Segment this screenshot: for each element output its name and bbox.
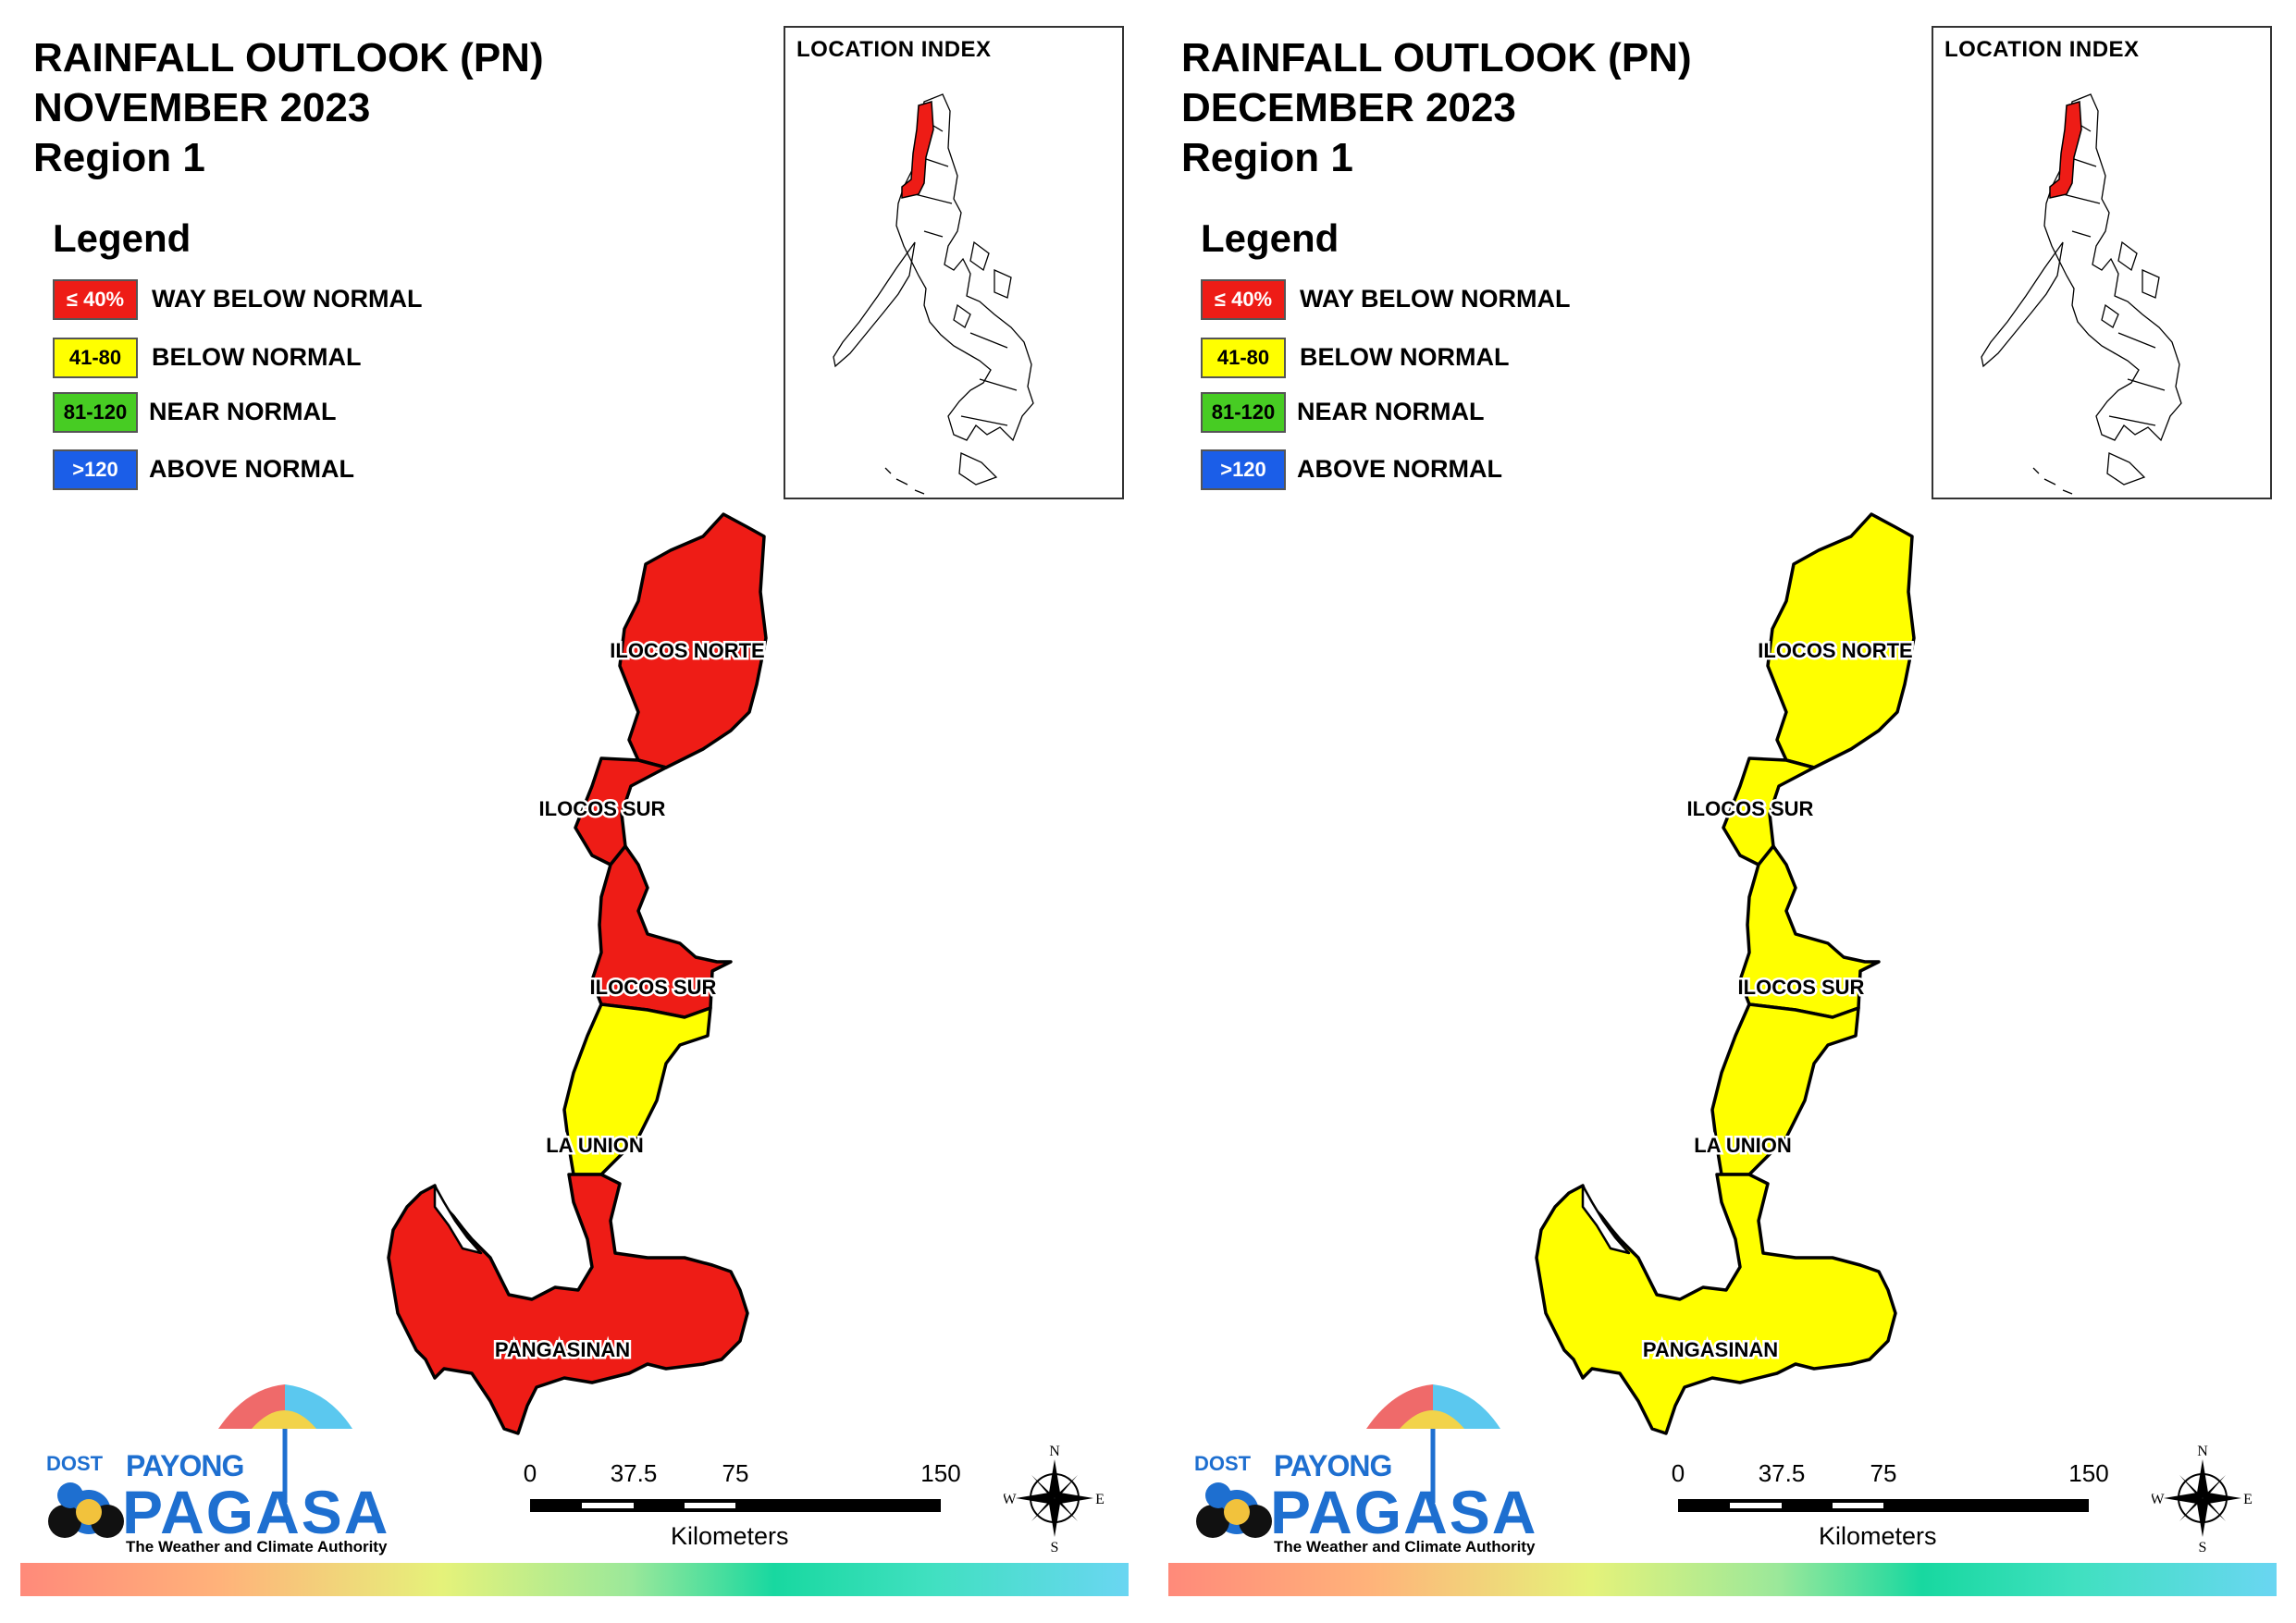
logo-payong-text: PAYONG	[1274, 1449, 1392, 1482]
north-arrow-compass: N S E W	[1002, 1443, 1105, 1555]
label-la-union: LA UNION	[1694, 1134, 1792, 1157]
logo-dost-text: DOST	[1194, 1452, 1252, 1475]
label-la-union: LA UNION	[546, 1134, 644, 1157]
umbrella-icon	[48, 1384, 352, 1538]
label-pangasinan: PANGASINAN	[495, 1338, 630, 1361]
philippines-locator-map	[1981, 93, 2182, 495]
compass-w: W	[1004, 1492, 1017, 1507]
label-ilocos-norte: ILOCOS NORTE	[1758, 639, 1912, 662]
compass-n: N	[2197, 1444, 2208, 1459]
label-ilocos-norte: ILOCOS NORTE	[610, 639, 764, 662]
scale-tick: 0	[1671, 1459, 1685, 1487]
title-line-1: RAINFALL OUTLOOK (PN)	[33, 35, 544, 80]
north-arrow-compass: N S E W	[2150, 1443, 2253, 1555]
logo-dost-text: DOST	[46, 1452, 104, 1475]
legend-label: WAY BELOW NORMAL	[152, 285, 423, 313]
legend-swatch: ≤ 40%	[1201, 279, 1286, 320]
legend-label: ABOVE NORMAL	[149, 455, 354, 483]
title-line-3: Region 1	[33, 135, 205, 180]
logo-tagline: The Weather and Climate Authority	[1274, 1538, 1536, 1555]
title-line-1: RAINFALL OUTLOOK (PN)	[1181, 35, 1692, 80]
legend-swatch: ≤ 40%	[53, 279, 138, 320]
legend-label: BELOW NORMAL	[152, 343, 362, 371]
label-ilocos-sur-south: ILOCOS SUR	[590, 976, 717, 999]
logo-pagasa-text: PAGASA	[1270, 1478, 1538, 1546]
philippines-locator-map	[833, 93, 1034, 495]
label-ilocos-sur-north: ILOCOS SUR	[539, 797, 666, 820]
scale-tick: 37.5	[1758, 1459, 1806, 1487]
scale-bar-graphic	[1678, 1499, 2089, 1512]
scale-bar-graphic	[530, 1499, 941, 1512]
outlook-panel-november: RAINFALL OUTLOOK (PN) NOVEMBER 2023 Regi…	[20, 26, 1129, 1596]
legend-label: ABOVE NORMAL	[1297, 455, 1502, 483]
scale-tick: 150	[920, 1459, 961, 1487]
logo-tagline: The Weather and Climate Authority	[126, 1538, 388, 1555]
location-index-title: LOCATION INDEX	[1944, 37, 2140, 62]
legend-swatch: >120	[53, 449, 138, 490]
scale-unit: Kilometers	[671, 1522, 789, 1550]
legend-title: Legend	[1201, 216, 1339, 260]
label-ilocos-sur-south: ILOCOS SUR	[1738, 976, 1865, 999]
compass-w: W	[2152, 1492, 2165, 1507]
label-pangasinan: PANGASINAN	[1643, 1338, 1778, 1361]
location-index-box: LOCATION INDEX	[784, 26, 1124, 499]
compass-e: E	[2243, 1492, 2253, 1507]
scale-tick: 75	[1870, 1459, 1897, 1487]
legend-title: Legend	[53, 216, 191, 260]
la-union-shape	[562, 1002, 712, 1176]
legend-swatch: 81-120	[1201, 392, 1286, 433]
ilocos-sur-south-shape	[1738, 844, 1881, 1019]
scale-bar: 0 37.5 75 150 Kilometers	[1671, 1459, 2109, 1561]
title-line-2: DECEMBER 2023	[1181, 85, 1516, 130]
scale-tick: 0	[523, 1459, 537, 1487]
map-title: RAINFALL OUTLOOK (PN) NOVEMBER 2023 Regi…	[33, 33, 544, 183]
outlook-panel-december: RAINFALL OUTLOOK (PN) DECEMBER 2023 Regi…	[1148, 0, 2296, 1623]
scale-tick: 37.5	[610, 1459, 658, 1487]
legend-swatch: >120	[1201, 449, 1286, 490]
title-line-3: Region 1	[1181, 135, 1353, 180]
decorative-gradient-bar	[1168, 1563, 2277, 1596]
location-index-title: LOCATION INDEX	[796, 37, 992, 62]
compass-rose-icon: N S E W	[1002, 1444, 1105, 1555]
legend-label: NEAR NORMAL	[149, 398, 337, 425]
payong-pagasa-logo: DOST PAYONG PAGASA The Weather and Clima…	[1181, 1383, 1536, 1568]
title-line-2: NOVEMBER 2023	[33, 85, 371, 130]
decorative-gradient-bar	[20, 1563, 1129, 1596]
compass-e: E	[1095, 1492, 1105, 1507]
compass-rose-icon: N S E W	[2150, 1444, 2253, 1555]
region-1-map: ILOCOS NORTE ILOCOS SUR ILOCOS SUR LA UN…	[1535, 512, 1916, 1435]
compass-s: S	[2199, 1540, 2207, 1554]
label-ilocos-sur-north: ILOCOS SUR	[1687, 797, 1814, 820]
scale-tick: 150	[2068, 1459, 2109, 1487]
legend-label: BELOW NORMAL	[1300, 343, 1510, 371]
scale-bar: 0 37.5 75 150 Kilometers	[523, 1459, 961, 1561]
legend-swatch: 81-120	[53, 392, 138, 433]
region-1-map: ILOCOS NORTE ILOCOS SUR ILOCOS SUR LA UN…	[387, 512, 768, 1435]
pangasinan-shape	[1535, 1173, 1897, 1435]
legend-swatch: 41-80	[1201, 338, 1286, 378]
legend-label: NEAR NORMAL	[1297, 398, 1485, 425]
la-union-shape	[1710, 1002, 1860, 1176]
logo-pagasa-text: PAGASA	[122, 1478, 390, 1546]
scale-tick: 75	[722, 1459, 749, 1487]
map-title: RAINFALL OUTLOOK (PN) DECEMBER 2023 Regi…	[1181, 33, 1692, 183]
location-index-box: LOCATION INDEX	[1932, 26, 2272, 499]
pangasinan-shape	[387, 1173, 749, 1435]
scale-unit: Kilometers	[1819, 1522, 1937, 1550]
legend-swatch: 41-80	[53, 338, 138, 378]
compass-n: N	[1049, 1444, 1060, 1459]
payong-pagasa-logo: DOST PAYONG PAGASA The Weather and Clima…	[33, 1383, 388, 1568]
logo-payong-text: PAYONG	[126, 1449, 244, 1482]
compass-s: S	[1051, 1540, 1059, 1554]
ilocos-sur-south-shape	[590, 844, 733, 1019]
umbrella-icon	[1196, 1384, 1500, 1538]
legend-label: WAY BELOW NORMAL	[1300, 285, 1571, 313]
